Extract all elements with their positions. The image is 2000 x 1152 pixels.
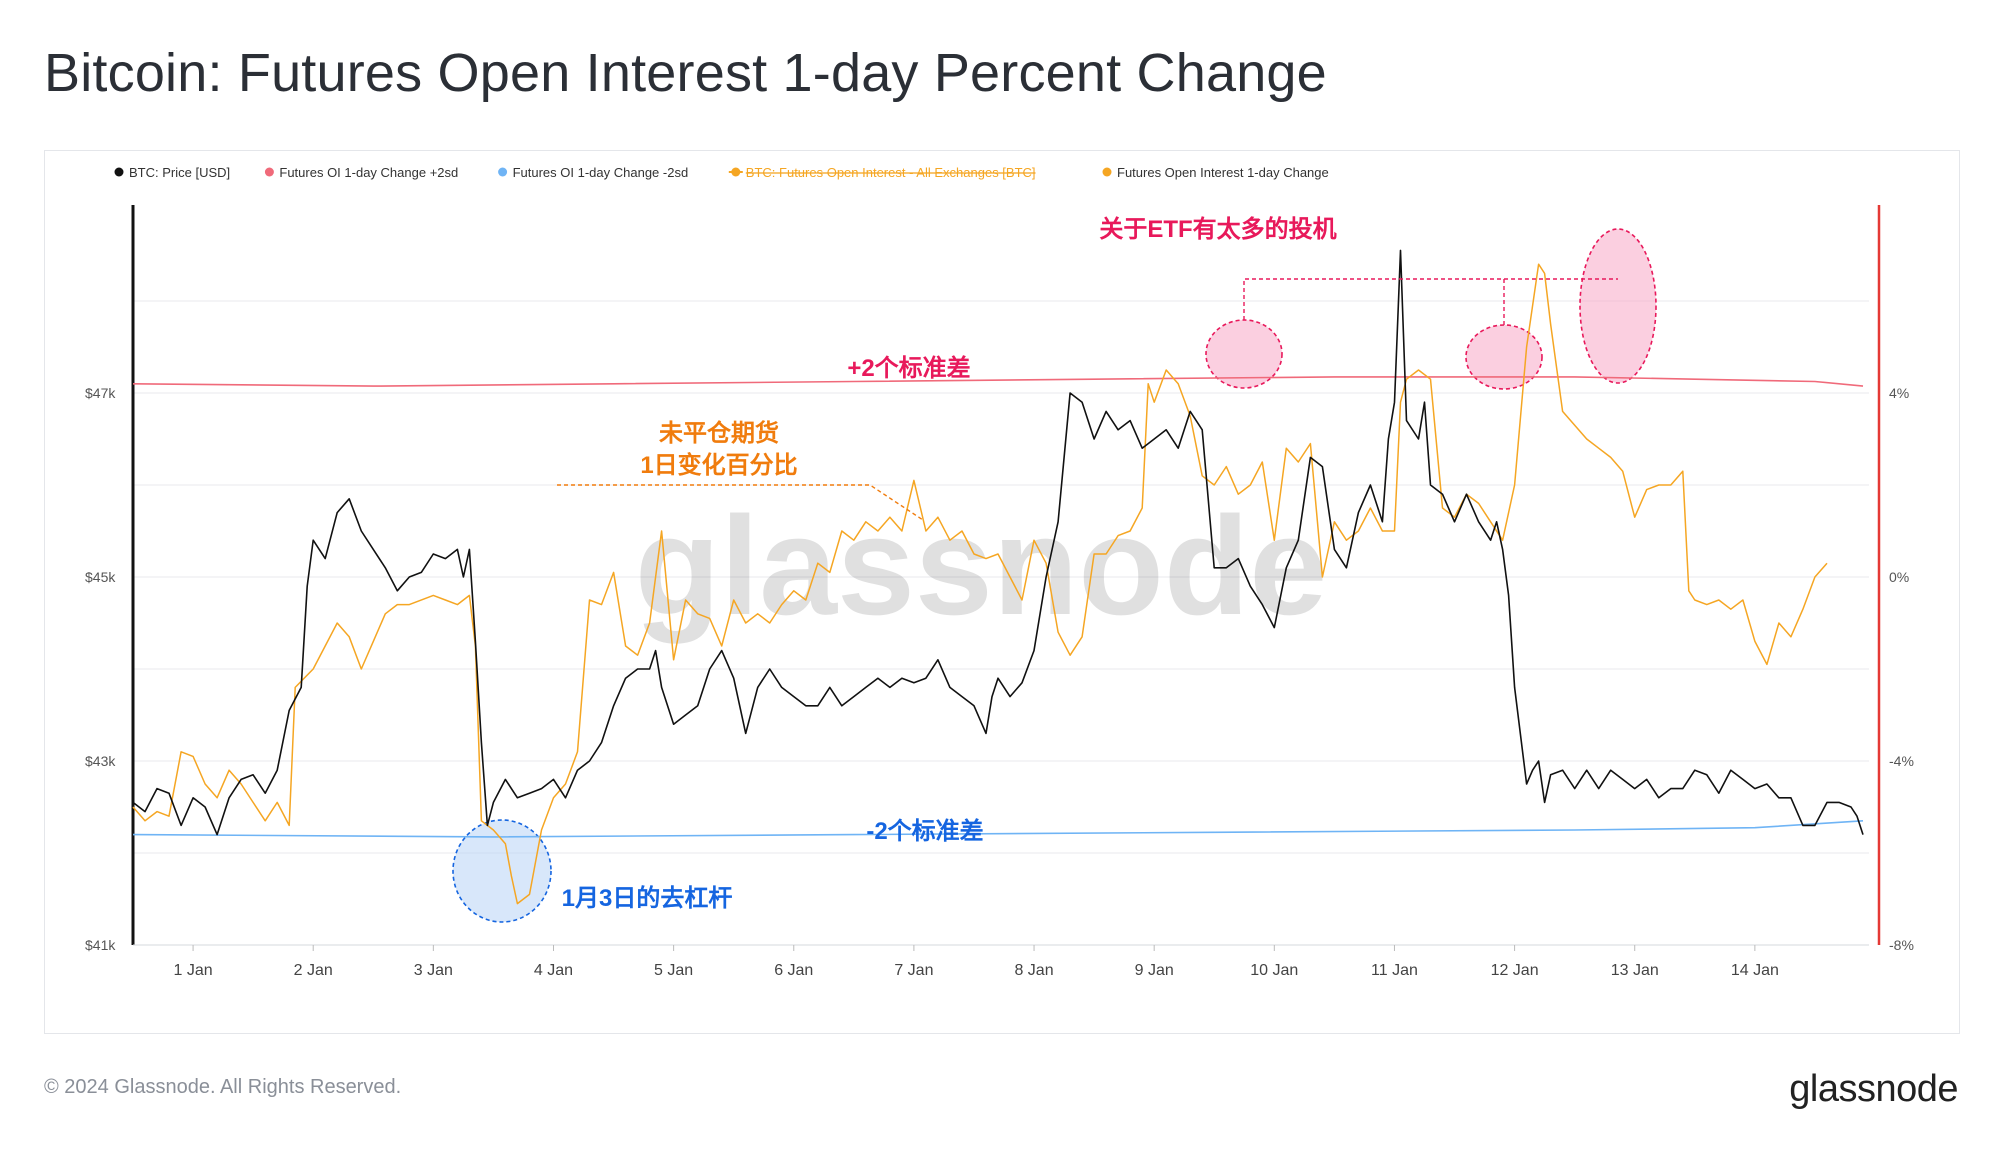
grid <box>133 300 1869 854</box>
y-tick-label: $45k <box>85 569 116 585</box>
highlight-ellipse <box>1465 324 1543 390</box>
legend-item[interactable]: Futures OI 1-day Change -2sd <box>498 165 688 180</box>
y-tick-label: $43k <box>85 753 116 769</box>
watermark: glassnode <box>635 487 1327 644</box>
y-tick-label: -4% <box>1889 753 1914 769</box>
annotation-label: 未平仓期货 <box>659 419 779 447</box>
y-tick-label: $41k <box>85 937 116 953</box>
annotation-label: +2个标准差 <box>847 354 970 382</box>
axes <box>131 205 1881 946</box>
y-axis-right-ticks: -8% -4% 0% 4% <box>1889 385 1914 953</box>
x-axis-ticks: 1 Jan 2 Jan 3 Jan 4 Jan 5 Jan 6 Jan 7 Jan 8 Jan… <box>173 945 1779 979</box>
x-tick-label: 3 Jan <box>414 962 453 979</box>
series-line-price <box>132 249 1864 836</box>
highlight-ellipse <box>1579 228 1657 384</box>
legend-label: BTC: Price [USD] <box>129 165 230 180</box>
legend-item[interactable]: Futures Open Interest 1-day Change <box>1102 165 1329 180</box>
x-tick-label: 13 Jan <box>1611 962 1659 979</box>
x-tick-label: 8 Jan <box>1014 962 1053 979</box>
y-axis-left-ticks: $41k $43k $45k $47k <box>85 385 116 953</box>
brand-logo: glassnode <box>1789 1068 1958 1110</box>
legend-label: Futures OI 1-day Change +2sd <box>279 165 458 180</box>
annotation-label: 1日变化百分比 <box>640 451 797 479</box>
legend-item[interactable]: Futures OI 1-day Change +2sd <box>264 165 458 180</box>
legend-label: BTC: Futures Open Interest - All Exchang… <box>746 165 1036 180</box>
x-tick-label: 2 Jan <box>294 962 333 979</box>
legend-dot <box>1102 167 1112 177</box>
chart: BTC: Price [USD] Futures OI 1-day Change … <box>85 165 1914 979</box>
series-group <box>132 228 1864 923</box>
annotation-label: -2个标准差 <box>866 817 983 845</box>
legend-dot <box>498 167 508 177</box>
legend-dot <box>264 167 274 177</box>
y-tick-label: $47k <box>85 385 116 401</box>
y-tick-label: -8% <box>1889 937 1914 953</box>
x-tick-label: 10 Jan <box>1250 962 1298 979</box>
legend: BTC: Price [USD] Futures OI 1-day Change … <box>114 165 1329 180</box>
x-tick-label: 9 Jan <box>1135 962 1174 979</box>
annotation-label: 1月3日的去杠杆 <box>562 884 733 912</box>
x-tick-label: 12 Jan <box>1491 962 1539 979</box>
series-line-oi-change <box>132 263 1828 905</box>
page-title: Bitcoin: Futures Open Interest 1-day Per… <box>44 43 1327 103</box>
legend-item[interactable]: BTC: Futures Open Interest - All Exchang… <box>728 165 1036 180</box>
series-line-minus2sd <box>132 820 1864 838</box>
x-tick-label: 5 Jan <box>654 962 693 979</box>
legend-dot <box>114 167 124 177</box>
annotation-label: 关于ETF有太多的投机 <box>1099 215 1336 243</box>
annotation-connector <box>1243 278 1618 320</box>
x-tick-label: 4 Jan <box>534 962 573 979</box>
x-tick-label: 11 Jan <box>1371 962 1418 979</box>
chart-card: BTC: Price [USD] Futures OI 1-day Change … <box>44 150 1960 1034</box>
y-tick-label: 4% <box>1889 385 1909 401</box>
legend-label: Futures Open Interest 1-day Change <box>1117 165 1329 180</box>
legend-label: Futures OI 1-day Change -2sd <box>513 165 689 180</box>
x-tick-label: 14 Jan <box>1731 962 1779 979</box>
x-tick-label: 1 Jan <box>173 962 212 979</box>
highlight-ellipse <box>452 819 552 923</box>
x-tick-label: 6 Jan <box>774 962 813 979</box>
y-tick-label: 0% <box>1889 569 1909 585</box>
copyright: © 2024 Glassnode. All Rights Reserved. <box>44 1076 402 1098</box>
x-tick-label: 7 Jan <box>894 962 933 979</box>
series-line-plus2sd <box>132 376 1864 387</box>
legend-item[interactable]: BTC: Price [USD] <box>114 165 231 180</box>
